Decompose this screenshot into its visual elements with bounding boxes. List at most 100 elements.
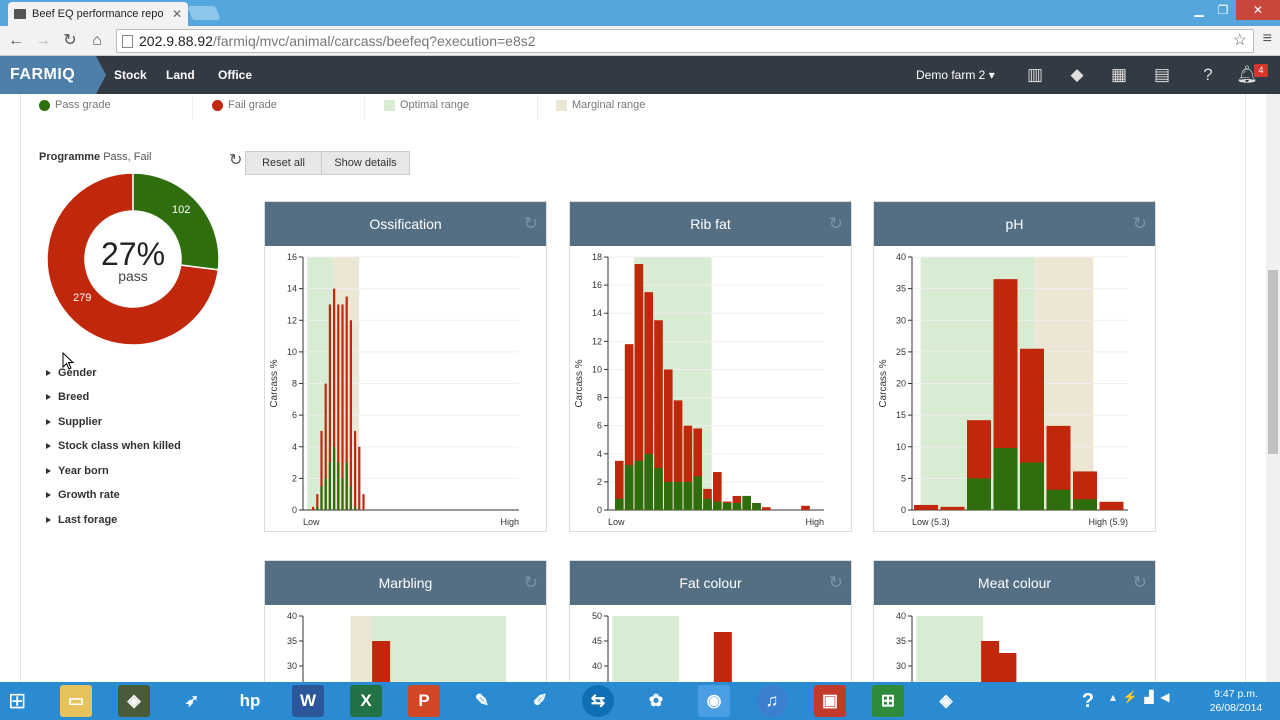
system-tray[interactable]: ▴ ⚡ ▟ ◀ xyxy=(1110,690,1169,704)
ph-chart: 0 5 10 15 20 25 30 35 40 Carcass % Low (5.3) High (… xyxy=(878,252,1128,527)
farm-selector[interactable]: Demo farm 2 ▾ xyxy=(916,56,995,94)
chevron-up-icon[interactable]: ▴ xyxy=(1110,690,1117,704)
clock-time: 9:47 p.m. xyxy=(1214,688,1258,700)
fail-bar xyxy=(337,304,340,510)
filter-gender[interactable]: Gender xyxy=(46,367,97,379)
filter-last-forage[interactable]: Last forage xyxy=(46,514,117,526)
pass-bar xyxy=(742,495,751,510)
volume-icon[interactable]: ◀ xyxy=(1160,690,1170,704)
page-content xyxy=(20,94,1246,682)
expand-arrow-icon xyxy=(46,492,51,498)
calendar-icon[interactable]: ▦ xyxy=(1110,65,1128,84)
bookmark-star-icon[interactable]: ☆ xyxy=(1232,32,1247,49)
browser-tab[interactable]: Beef EQ performance repo ✕ xyxy=(8,2,188,26)
panel-refresh-icon[interactable]: ↻ xyxy=(1132,214,1147,233)
chrome-icon[interactable]: ◉ xyxy=(698,685,730,717)
itunes-icon[interactable]: ♫ xyxy=(756,685,788,717)
map-icon[interactable]: ▤ xyxy=(1153,65,1171,84)
close-tab-icon[interactable]: ✕ xyxy=(171,7,182,21)
panel-refresh-icon[interactable]: ↻ xyxy=(828,573,843,592)
power-icon[interactable]: ⚡ xyxy=(1122,690,1138,704)
menu-icon[interactable]: ≡ xyxy=(1262,30,1272,47)
panel-refresh-icon[interactable]: ↻ xyxy=(523,573,538,592)
home-icon[interactable]: ⌂ xyxy=(92,32,102,49)
office-icon[interactable]: ▣ xyxy=(814,685,846,717)
filter-stock-class[interactable]: Stock class when killed xyxy=(46,440,181,452)
word-icon[interactable]: W xyxy=(292,685,324,717)
filter-growth-rate[interactable]: Growth rate xyxy=(46,489,120,501)
pass-bar xyxy=(732,502,742,510)
refresh-icon[interactable]: ↻ xyxy=(229,152,243,169)
x-label-high: High xyxy=(500,517,519,527)
app-icon[interactable]: ◈ xyxy=(118,685,150,717)
excel-icon[interactable]: X xyxy=(350,685,382,717)
tag-icon[interactable]: ◆ xyxy=(1070,65,1084,84)
minimize-button[interactable]: ▁ xyxy=(1194,3,1204,17)
windows-start-icon[interactable]: ⊞ xyxy=(8,688,27,713)
ph-panel: pH ↻ 0 5 10 15 20 25 30 35 40 Carcass % Low (5.3) Hi… xyxy=(873,201,1156,532)
reports-icon[interactable]: ▥ xyxy=(1026,65,1044,84)
help-icon[interactable]: ? xyxy=(1203,65,1213,84)
teamviewer-icon[interactable]: ⇆ xyxy=(582,685,614,717)
filter-year-born[interactable]: Year born xyxy=(46,465,109,477)
nav-stock[interactable]: Stock xyxy=(114,68,147,82)
app-icon[interactable]: ✿ xyxy=(648,691,664,710)
reset-all-button[interactable]: Reset all xyxy=(245,151,322,175)
panel-refresh-icon[interactable]: ↻ xyxy=(1132,573,1147,592)
panel-refresh-icon[interactable]: ↻ xyxy=(523,214,538,233)
signal-icon[interactable]: ▟ xyxy=(1144,690,1154,704)
url-input[interactable]: 202.9.88.92/farmiq/mvc/animal/carcass/be… xyxy=(116,29,1254,53)
app-icon[interactable]: ◈ xyxy=(939,691,953,710)
help-icon[interactable]: ? xyxy=(1081,690,1095,712)
y-tick-label: 25 xyxy=(896,347,906,357)
pass-bar xyxy=(693,476,702,510)
forward-icon[interactable]: → xyxy=(35,32,51,49)
ossification-chart: 0 2 4 6 8 10 12 14 16 Carcass % Low High xyxy=(269,252,519,527)
filter-label: Stock class when killed xyxy=(58,440,181,452)
fail-bar xyxy=(940,506,965,510)
new-tab-button[interactable] xyxy=(187,6,221,20)
pass-bar xyxy=(354,506,357,510)
url-path: /farmiq/mvc/animal/carcass/beefeq?execut… xyxy=(212,33,536,49)
notification-badge: 4 xyxy=(1254,64,1268,77)
window-close-button[interactable]: ✕ xyxy=(1236,0,1280,20)
fail-bar xyxy=(713,632,732,683)
bell-icon[interactable]: 🔔︎ xyxy=(1236,65,1258,84)
pass-donut-chart[interactable] xyxy=(47,173,219,345)
y-tick-label: 40 xyxy=(896,252,906,262)
panel-refresh-icon[interactable]: ↻ xyxy=(828,214,843,233)
panel-header: Marbling ↻ xyxy=(265,561,546,605)
marbling-chart: 30 35 40 xyxy=(287,611,507,683)
app-icon[interactable]: ✐ xyxy=(532,691,548,710)
logo[interactable]: FARMIQ xyxy=(0,56,106,94)
y-tick-label: 4 xyxy=(292,442,297,452)
y-tick-label: 10 xyxy=(592,364,602,374)
scrollbar[interactable] xyxy=(1266,94,1280,682)
powerpoint-icon[interactable]: P xyxy=(408,685,440,717)
marginal-swatch-icon xyxy=(556,99,567,111)
scrollbar-thumb[interactable] xyxy=(1268,270,1278,454)
programme-title: Programme xyxy=(39,151,101,163)
nav-land[interactable]: Land xyxy=(166,68,195,82)
reload-icon[interactable]: ↻ xyxy=(63,32,77,49)
restore-button[interactable]: ❐ xyxy=(1217,3,1229,17)
donut-fail-segment[interactable] xyxy=(47,173,219,345)
filter-breed[interactable]: Breed xyxy=(46,391,89,403)
file-explorer-icon[interactable]: ▭ xyxy=(60,685,92,717)
filter-supplier[interactable]: Supplier xyxy=(46,416,102,428)
back-icon[interactable]: ← xyxy=(8,32,24,49)
pass-bar xyxy=(1073,499,1097,510)
clock[interactable]: 9:47 p.m. 26/08/2014 xyxy=(1206,687,1266,715)
store-icon[interactable]: ⊞ xyxy=(872,685,904,717)
y-axis-label: Carcass % xyxy=(574,359,585,407)
legend-marginal: Marginal range xyxy=(556,96,645,114)
show-details-button[interactable]: Show details xyxy=(321,151,410,175)
y-tick-label: 30 xyxy=(896,315,906,325)
fail-bar xyxy=(333,288,336,510)
app-icon[interactable]: ✎ xyxy=(474,691,490,710)
hp-icon[interactable]: hp xyxy=(239,691,261,710)
nav-office[interactable]: Office xyxy=(218,68,253,82)
rocket-app-icon[interactable]: ➶ xyxy=(184,691,200,710)
donut-pass-segment[interactable] xyxy=(132,173,219,271)
fail-bar xyxy=(683,425,693,510)
